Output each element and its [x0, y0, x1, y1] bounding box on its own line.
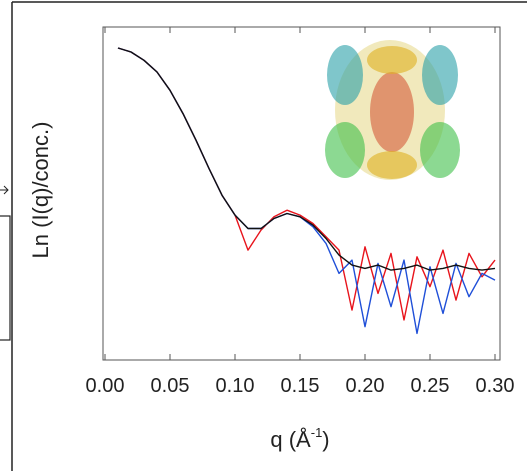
protein-inset — [325, 40, 460, 180]
x-tick-label: 0.00 — [86, 375, 125, 397]
y-axis-label: Ln (I(q)/conc.) — [28, 122, 53, 259]
x-tick-label: 0.25 — [411, 375, 450, 397]
side-box — [0, 215, 11, 341]
x-tick-label: 0.05 — [151, 375, 190, 397]
x-label-end: ) — [322, 427, 329, 452]
series-line — [117, 47, 496, 271]
x-tick-label: 0.10 — [216, 375, 255, 397]
side-arrow — [0, 185, 9, 195]
x-tick-label: 0.20 — [346, 375, 385, 397]
plot-box — [102, 26, 501, 361]
x-axis-label: q (Å-1) — [270, 425, 329, 452]
x-label-text: q (Å — [270, 427, 311, 452]
x-label-sup: -1 — [311, 425, 323, 440]
x-tick-label: 0.15 — [281, 375, 320, 397]
x-tick-label: 0.30 — [476, 375, 515, 397]
